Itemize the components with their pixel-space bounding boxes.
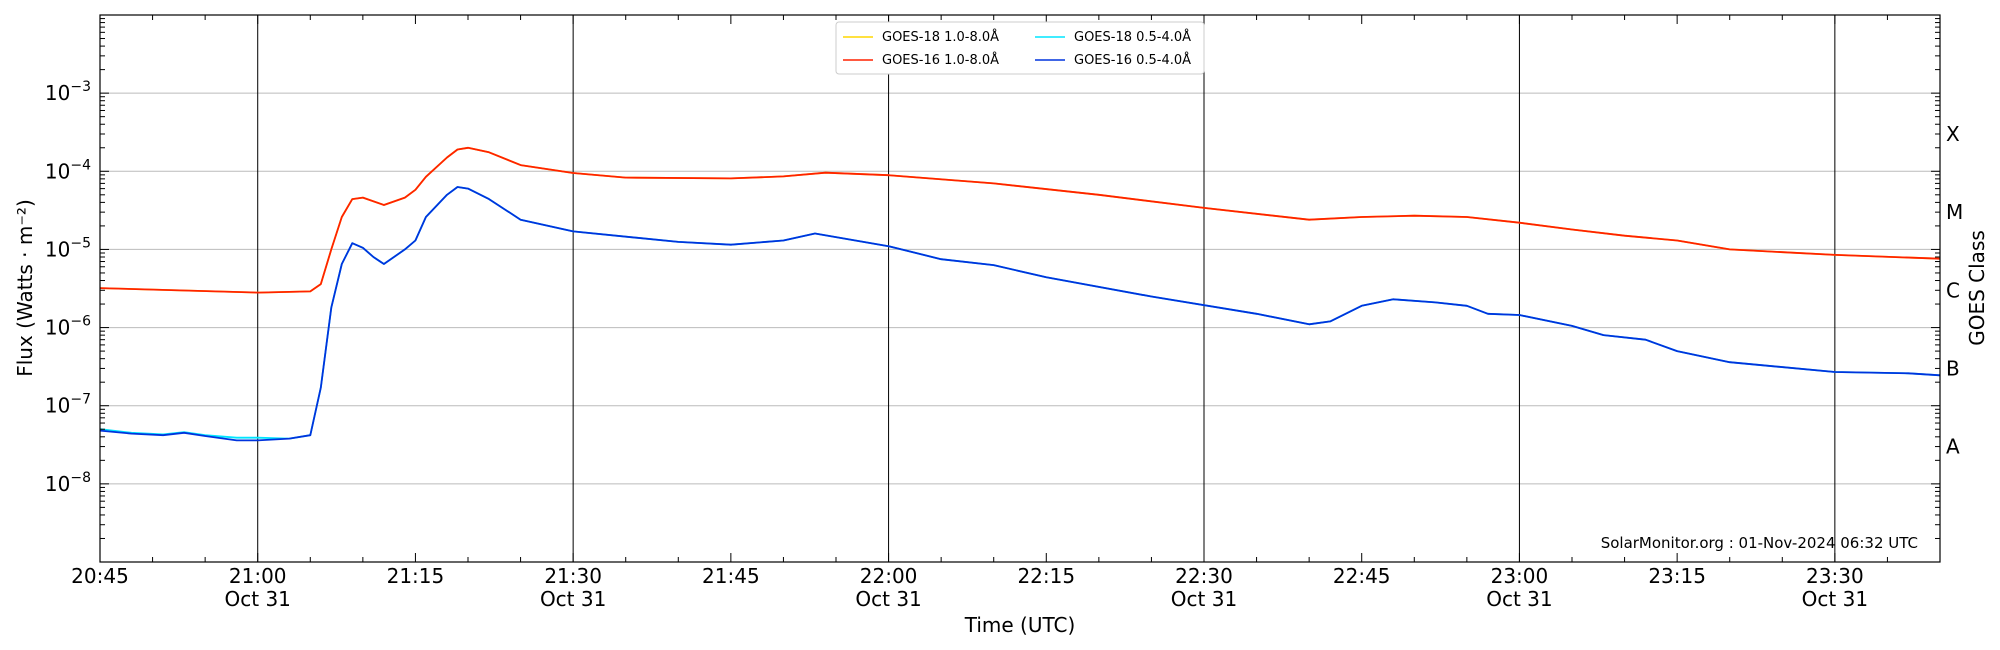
legend-box xyxy=(835,21,1205,75)
x-tick-label: 22:00 xyxy=(860,564,918,588)
x-tick-label: 21:30 xyxy=(544,564,602,588)
goes-class-label: C xyxy=(1946,278,1960,302)
legend-label-goes18-short: GOES-18 0.5-4.0Å xyxy=(1074,29,1191,45)
y-tick-label: 10−4 xyxy=(45,157,91,183)
x-tick-label: 23:15 xyxy=(1648,564,1706,588)
y-axis-title: Flux (Watts · m⁻²) xyxy=(13,199,37,377)
series-line-3 xyxy=(99,186,1941,442)
x-tick-date-label: Oct 31 xyxy=(225,587,291,611)
plot-frame xyxy=(99,14,1941,563)
series-line-1 xyxy=(99,146,1941,294)
x-tick-label: 21:45 xyxy=(702,564,760,588)
y-tick-label: 10−8 xyxy=(45,470,91,496)
x-tick-label: 21:00 xyxy=(229,564,287,588)
x-tick-label: 22:30 xyxy=(1175,564,1233,588)
legend: GOES-18 1.0-8.0Å GOES-16 1.0-8.0Å GOES-1… xyxy=(835,21,1205,75)
x-tick-label: 22:45 xyxy=(1333,564,1391,588)
goes-class-label: M xyxy=(1946,200,1963,224)
legend-label-goes16-long: GOES-16 1.0-8.0Å xyxy=(882,52,999,68)
x-tick-date-label: Oct 31 xyxy=(1802,587,1868,611)
y-tick-label: 10−6 xyxy=(45,314,91,340)
x-tick-label: 21:15 xyxy=(387,564,445,588)
y-tick-label: 10−5 xyxy=(45,235,91,261)
grid-layer xyxy=(100,15,1940,562)
series-layer xyxy=(99,146,1941,442)
x-tick-date-label: Oct 31 xyxy=(855,587,921,611)
y-tick-label: 10−7 xyxy=(45,392,91,418)
goes-class-label: B xyxy=(1946,356,1960,380)
x-axis-title: Time (UTC) xyxy=(964,613,1076,637)
x-tick-label: 23:30 xyxy=(1806,564,1864,588)
x-tick-date-label: Oct 31 xyxy=(1171,587,1237,611)
legend-label-goes16-short: GOES-16 0.5-4.0Å xyxy=(1074,52,1191,68)
legend-label-goes18-long: GOES-18 1.0-8.0Å xyxy=(882,29,999,45)
x-tick-label: 20:45 xyxy=(71,564,129,588)
x-tick-date-label: Oct 31 xyxy=(540,587,606,611)
goes-class-label: X xyxy=(1946,122,1960,146)
x-tick-label: 22:15 xyxy=(1017,564,1075,588)
y-axis-right-title: GOES Class xyxy=(1965,230,1989,346)
credit-text: SolarMonitor.org : 01-Nov-2024 06:32 UTC xyxy=(1601,534,1918,552)
tick-layer xyxy=(99,15,1941,563)
x-tick-date-label: Oct 31 xyxy=(1486,587,1552,611)
goes-class-label: A xyxy=(1946,435,1960,459)
y-tick-label: 10−3 xyxy=(45,79,91,105)
x-tick-label: 23:00 xyxy=(1491,564,1549,588)
